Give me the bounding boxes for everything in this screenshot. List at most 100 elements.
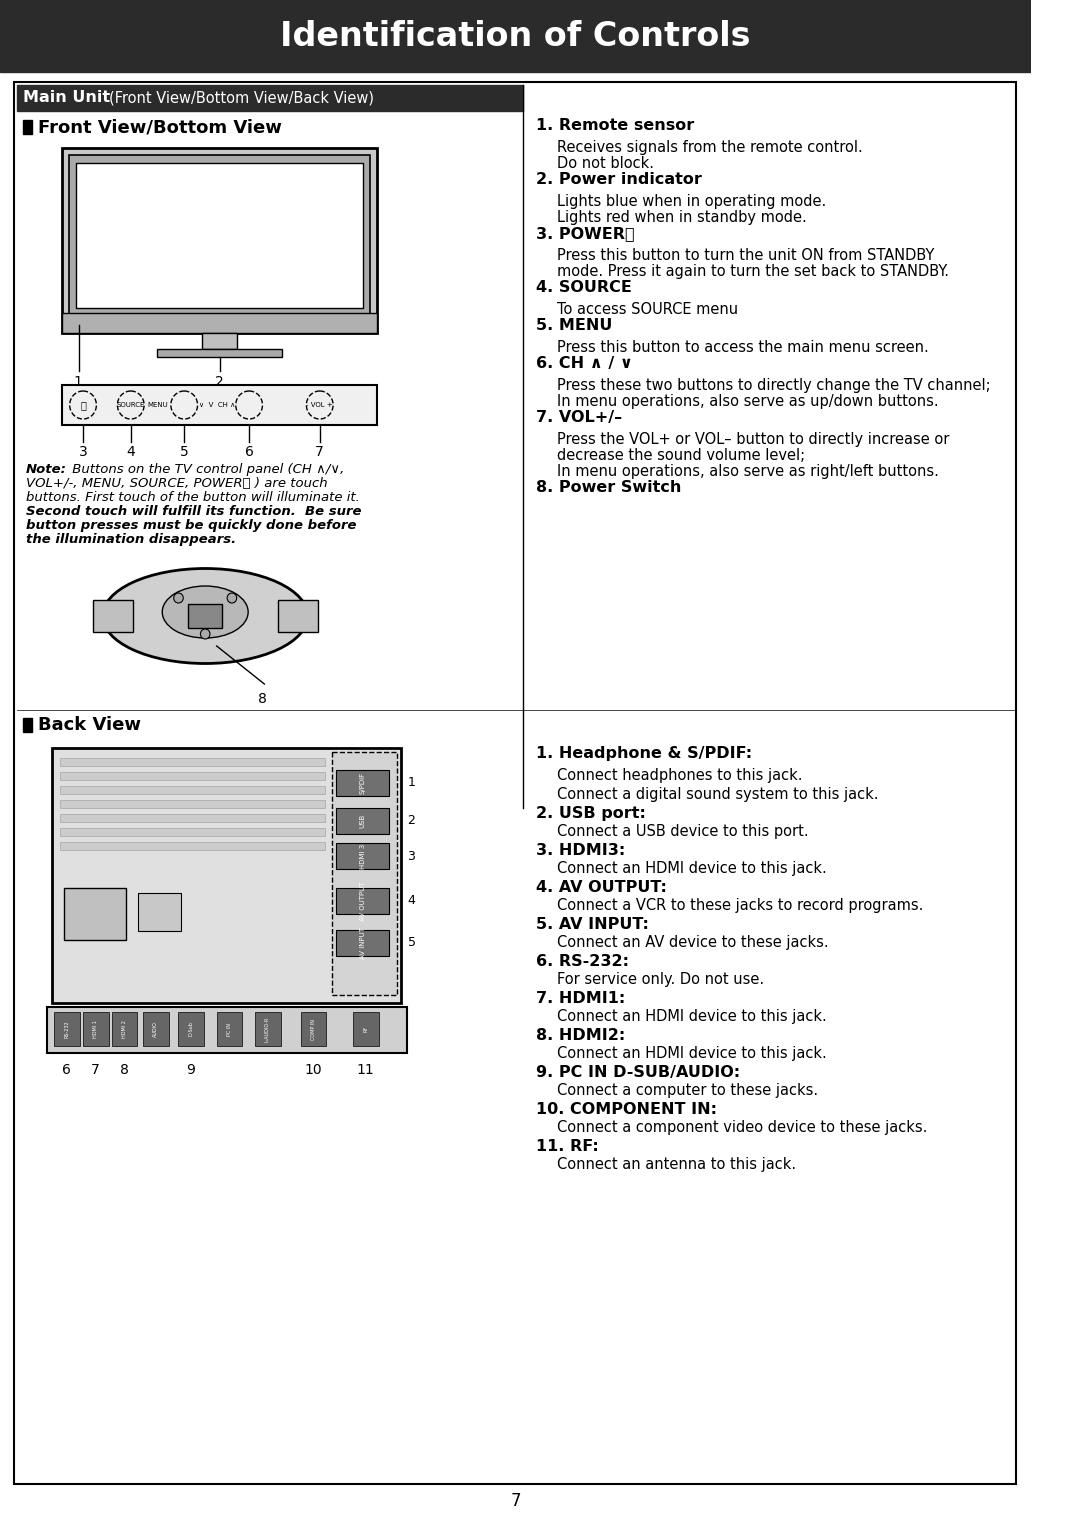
Text: VOL+/-, MENU, SOURCE, POWER⏻ ) are touch: VOL+/-, MENU, SOURCE, POWER⏻ ) are touch [26,476,327,490]
Text: 1: 1 [407,777,416,789]
Text: 7. VOL+/–: 7. VOL+/– [537,411,622,425]
Bar [53,748,401,1003]
Text: Lights red when in standby mode.: Lights red when in standby mode. [557,211,807,224]
Text: mode. Press it again to turn the set back to STANDBY.: mode. Press it again to turn the set bac… [557,264,949,279]
Text: Connect headphones to this jack.: Connect headphones to this jack. [557,768,802,783]
Text: 2. USB port:: 2. USB port: [537,806,646,822]
Text: 7: 7 [91,1063,99,1077]
Bar [138,893,181,931]
Text: 4. SOURCE: 4. SOURCE [537,279,632,295]
Bar [23,121,32,134]
Text: the illumination disappears.: the illumination disappears. [26,533,235,547]
Text: In menu operations, also serve as right/left buttons.: In menu operations, also serve as right/… [557,464,940,479]
Bar [23,718,32,731]
Ellipse shape [103,568,308,664]
Text: Connect an HDMI device to this jack.: Connect an HDMI device to this jack. [557,861,827,876]
Text: - VOL +: - VOL + [307,402,333,408]
Text: Connect a computer to these jacks.: Connect a computer to these jacks. [557,1083,819,1098]
Text: Connect an AV device to these jacks.: Connect an AV device to these jacks. [557,935,829,950]
Text: 3. POWER⏻: 3. POWER⏻ [537,226,635,241]
Bar [158,350,282,357]
Text: SOURCE: SOURCE [117,402,145,408]
Text: Connect a VCR to these jacks to record programs.: Connect a VCR to these jacks to record p… [557,898,923,913]
Text: 3. HDMI3:: 3. HDMI3: [537,843,625,858]
Bar [353,1012,379,1046]
Text: Connect an HDMI device to this jack.: Connect an HDMI device to this jack. [557,1046,827,1061]
Text: 5: 5 [180,444,189,460]
Text: ∨  V  CH ∧: ∨ V CH ∧ [199,402,234,408]
Bar [0,0,1030,72]
Bar [69,156,370,315]
Text: 2: 2 [215,376,224,389]
Text: 2: 2 [407,814,416,828]
Bar [217,1012,242,1046]
Text: 1. Headphone & S/PDIF:: 1. Headphone & S/PDIF: [537,747,753,760]
Bar [111,1012,137,1046]
Text: 4. AV OUTPUT:: 4. AV OUTPUT: [537,880,667,895]
Ellipse shape [162,586,248,638]
Bar [178,1012,204,1046]
Text: 4: 4 [407,895,416,907]
Text: Connect a digital sound system to this jack.: Connect a digital sound system to this j… [557,786,879,802]
Text: 11. RF:: 11. RF: [537,1139,599,1154]
Text: 8. HDMI2:: 8. HDMI2: [537,1028,625,1043]
Text: 9. PC IN D-SUB/AUDIO:: 9. PC IN D-SUB/AUDIO: [537,1064,741,1080]
Text: Connect a USB device to this port.: Connect a USB device to this port. [557,825,809,838]
Text: (Front View/Bottom View/Back View): (Front View/Bottom View/Back View) [109,90,374,105]
Text: Buttons on the TV control panel (CH ∧/∨,: Buttons on the TV control panel (CH ∧/∨, [68,463,345,476]
Text: 3: 3 [79,444,87,460]
Bar [255,1012,281,1046]
Text: 11: 11 [356,1063,375,1077]
Text: 8. Power Switch: 8. Power Switch [537,479,681,495]
Bar [60,814,324,822]
Text: HDMI 1: HDMI 1 [93,1020,98,1038]
Text: button presses must be quickly done before: button presses must be quickly done befo… [26,519,356,531]
Bar [54,1012,80,1046]
Text: RF: RF [363,1026,368,1032]
Text: Do not block.: Do not block. [557,156,654,171]
Text: 2. Power indicator: 2. Power indicator [537,173,702,186]
Text: ⏻: ⏻ [80,400,86,411]
Bar [17,86,523,111]
Text: Main Unit: Main Unit [23,90,116,105]
Bar [62,313,377,333]
Text: 6: 6 [245,444,254,460]
Bar [60,786,324,794]
Circle shape [227,592,237,603]
Bar [64,889,126,941]
Bar [202,333,237,350]
Bar [60,757,324,767]
Text: 8: 8 [258,692,267,705]
Text: 5. MENU: 5. MENU [537,318,612,333]
Text: 3: 3 [407,849,416,863]
Bar [62,385,377,425]
Text: 8: 8 [120,1063,129,1077]
Bar [60,773,324,780]
Text: 10. COMPONENT IN:: 10. COMPONENT IN: [537,1102,717,1116]
Text: Press this button to turn the unit ON from STANDBY: Press this button to turn the unit ON fr… [557,247,935,263]
Bar [336,808,390,834]
Text: For service only. Do not use.: For service only. Do not use. [557,973,765,986]
Text: 9: 9 [187,1063,195,1077]
Text: 7: 7 [510,1492,521,1510]
Text: Connect an HDMI device to this jack.: Connect an HDMI device to this jack. [557,1009,827,1025]
Text: Press the VOL+ or VOL– button to directly increase or: Press the VOL+ or VOL– button to directl… [557,432,949,447]
Circle shape [201,629,210,638]
Bar [278,600,318,632]
Bar [60,828,324,835]
Text: 7. HDMI1:: 7. HDMI1: [537,991,625,1006]
Bar [93,600,133,632]
Text: 6. CH ∧ / ∨: 6. CH ∧ / ∨ [537,356,633,371]
Bar [188,605,222,628]
Text: Front View/Bottom View: Front View/Bottom View [38,118,282,136]
Text: S/PDIF: S/PDIF [360,773,366,794]
Text: decrease the sound volume level;: decrease the sound volume level; [557,447,806,463]
Bar [62,148,377,333]
Text: AV OUTPUT: AV OUTPUT [360,881,366,921]
Text: buttons. First touch of the button will illuminate it.: buttons. First touch of the button will … [26,492,360,504]
Text: 6. RS-232:: 6. RS-232: [537,954,630,970]
Text: 5: 5 [407,936,416,950]
Bar [144,1012,168,1046]
Text: Lights blue when in operating mode.: Lights blue when in operating mode. [557,194,826,209]
Text: HDMI 2: HDMI 2 [122,1020,126,1038]
